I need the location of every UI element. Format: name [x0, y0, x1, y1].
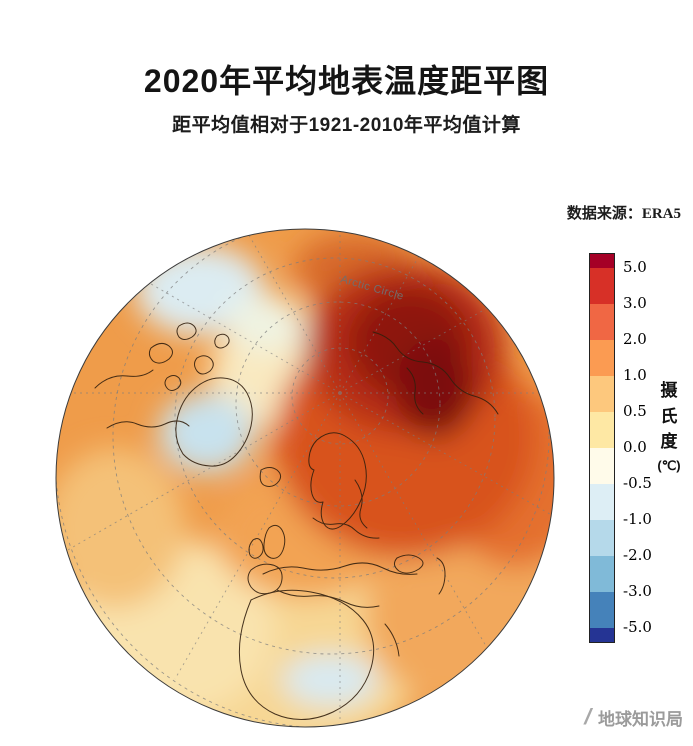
coastlines: [94, 322, 499, 720]
colorbar-tick-label: 5.0: [623, 258, 647, 276]
watermark: / 地球知识局: [581, 704, 683, 730]
colorbar-segment: [590, 520, 614, 556]
colorbar-tick-label: 0.5: [623, 402, 647, 420]
data-source-label: 数据来源：ERA5: [566, 206, 681, 222]
globe-outline: [55, 228, 555, 728]
colorbar-segment: [590, 304, 614, 340]
colorbar-segment: [590, 254, 614, 268]
slash-logo-icon: /: [581, 704, 595, 729]
colorbar-tick-label: 2.0: [623, 330, 647, 348]
colorbar-unit-symbol: (℃): [657, 457, 681, 473]
globe-svg: Arctic Circle: [55, 228, 555, 728]
colorbar-tick-label: 0.0: [623, 438, 647, 456]
colorbar-tick-label: -1.0: [623, 510, 652, 528]
colorbar-segment: [590, 412, 614, 448]
colorbar-tick-label: -5.0: [623, 618, 652, 636]
colorbar-ticks: 5.0 3.0 2.0 1.0 0.5 0.0 -0.5 -1.0 -2.0 -…: [623, 253, 683, 643]
colorbar-tick-label: 3.0: [623, 294, 647, 312]
colorbar-segment: [590, 376, 614, 412]
colorbar: [589, 253, 615, 643]
globe-map: Arctic Circle: [55, 228, 555, 728]
colorbar-segment: [590, 628, 614, 642]
colorbar-tick-label: 1.0: [623, 366, 647, 384]
colorbar-segment: [590, 556, 614, 592]
colorbar-segment: [590, 268, 614, 304]
colorbar-tick-label: -2.0: [623, 546, 652, 564]
watermark-text: 地球知识局: [598, 709, 683, 729]
page-subtitle: 距平均值相对于1921-2010年平均值计算: [172, 115, 521, 136]
colorbar-segment: [590, 448, 614, 484]
colorbar-segment: [590, 484, 614, 520]
colorbar-unit-label: 摄氏度: [660, 381, 678, 451]
graticule-meridians: [56, 229, 554, 723]
graticule-parallels: [56, 229, 554, 727]
page-title: 2020年平均地表温度距平图: [143, 63, 550, 99]
colorbar-unit: 摄氏度 (℃): [652, 378, 686, 474]
colorbar-segment: [590, 592, 614, 628]
colorbar-tick-label: -0.5: [623, 474, 652, 492]
colorbar-tick-label: -3.0: [623, 582, 652, 600]
colorbar-segment: [590, 340, 614, 376]
